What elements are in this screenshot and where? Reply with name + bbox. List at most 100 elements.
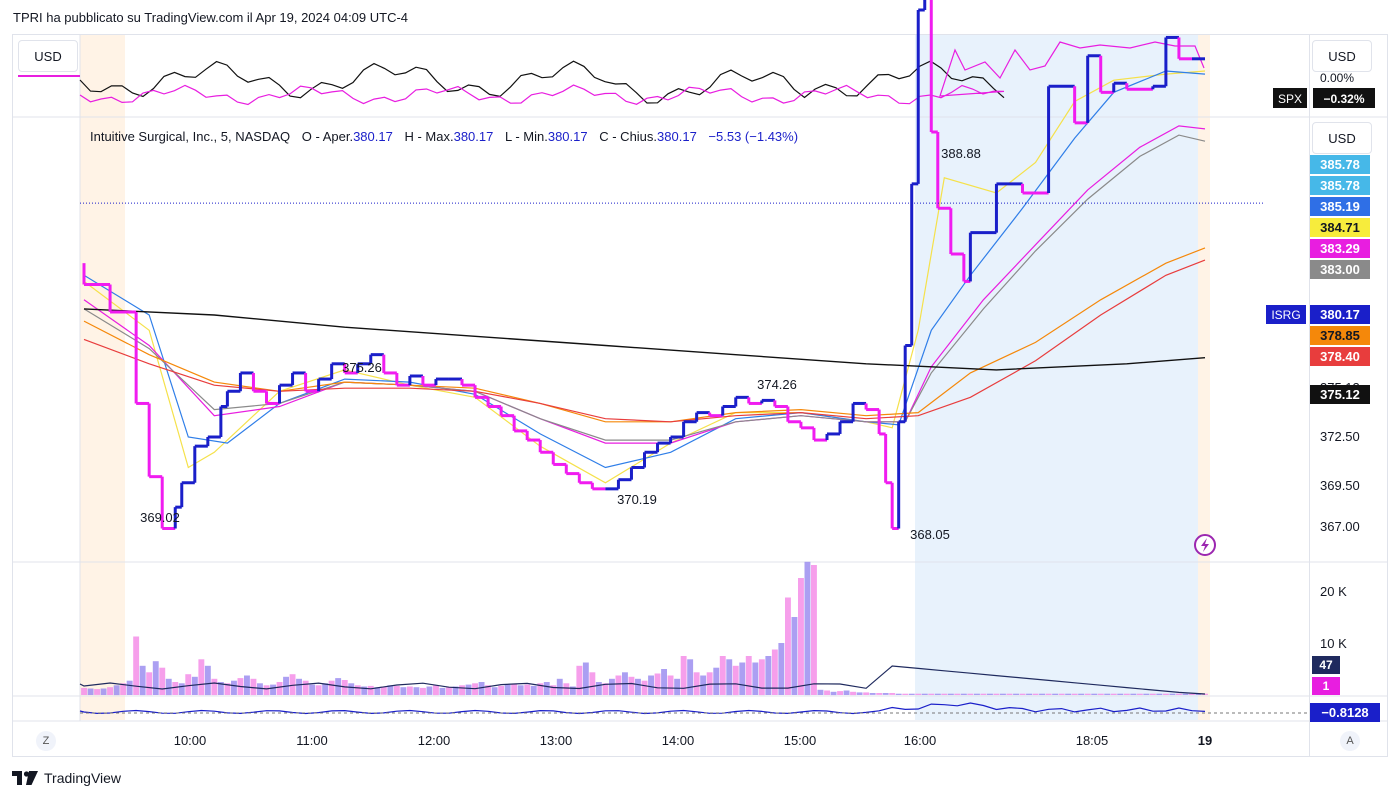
- volume-bar: [178, 683, 185, 695]
- volume-bar: [687, 659, 694, 696]
- time-axis-label: 13:00: [540, 733, 573, 748]
- legend-open: 380.17: [353, 129, 393, 144]
- price-label-box: [1310, 176, 1370, 195]
- moving-average-line-7: [83, 308, 1206, 371]
- price-label-value: 385.78: [1320, 157, 1360, 172]
- volume-bar: [876, 693, 883, 695]
- volume-bar: [387, 685, 394, 696]
- usd-button-top-right[interactable]: USD: [1312, 40, 1372, 72]
- volume-bar: [1149, 693, 1156, 695]
- volume-bar: [1026, 693, 1032, 695]
- legend-low-label: L - Min.: [505, 129, 548, 144]
- volume-bar: [1071, 693, 1078, 695]
- spx-symbol: SPX: [1278, 92, 1302, 106]
- volume-bar: [367, 685, 374, 695]
- volume-bar: [289, 674, 296, 695]
- legend-high-label: H - Max.: [404, 129, 453, 144]
- usd-button-top-left[interactable]: USD: [18, 40, 78, 72]
- volume-bar: [960, 693, 967, 695]
- volume-bar: [778, 643, 785, 695]
- volume-bar: [928, 693, 935, 695]
- volume-bar: [374, 687, 381, 695]
- usd-button-main[interactable]: USD: [1312, 122, 1372, 154]
- legend-low: 380.17: [548, 129, 588, 144]
- volume-bar: [152, 661, 159, 695]
- price-label-box: [1310, 155, 1370, 174]
- price-label-value: 385.19: [1320, 199, 1360, 214]
- legend-name: Intuitive Surgical, Inc., 5, NASDAQ: [90, 129, 290, 144]
- volume-bar: [328, 680, 335, 695]
- volume-bar: [94, 689, 100, 695]
- lightning-icon[interactable]: [1194, 534, 1216, 556]
- volume-bar: [302, 680, 309, 695]
- volume-bar: [348, 683, 355, 695]
- volume-bar: [1045, 693, 1052, 695]
- volume-bar: [719, 656, 726, 695]
- volume-bar: [426, 686, 433, 695]
- volume-average-line: [79, 665, 1206, 695]
- volume-bar: [739, 662, 746, 695]
- volume-bar: [1000, 693, 1006, 695]
- legend-close: 380.17: [657, 129, 697, 144]
- volume-bar: [530, 685, 537, 695]
- extreme-label-low: 369.02: [140, 510, 180, 525]
- extreme-label-low: 370.19: [617, 492, 657, 507]
- volume-bar: [1176, 693, 1182, 695]
- volume-bar: [628, 676, 635, 695]
- volume-bar: [589, 672, 596, 696]
- volume-bar: [159, 667, 166, 695]
- spx-cut-label: 0.00%: [1320, 71, 1354, 85]
- volume-bar: [837, 691, 843, 695]
- volume-bar: [595, 682, 602, 695]
- time-axis-label: 19: [1198, 733, 1212, 748]
- volume-bar: [413, 687, 420, 695]
- oscillator-label-value: −0.8128: [1321, 705, 1368, 720]
- volume-bar: [504, 684, 511, 695]
- volume-bar: [406, 686, 413, 695]
- extreme-label-high: 374.26: [757, 377, 797, 392]
- volume-bar: [1110, 693, 1117, 695]
- volume-bar: [569, 686, 576, 695]
- z-button[interactable]: Z: [36, 731, 56, 751]
- volume-bar: [139, 665, 146, 696]
- volume-bar: [843, 690, 850, 695]
- volume-bar: [439, 687, 446, 695]
- symbol-tag: ISRG: [1271, 308, 1300, 322]
- volume-bar: [511, 684, 518, 695]
- volume-bar: [785, 597, 791, 695]
- volume-bar: [257, 683, 263, 695]
- volume-bar: [524, 684, 531, 695]
- a-button[interactable]: A: [1340, 731, 1360, 751]
- spx-symbol-box: [1273, 88, 1307, 108]
- volume-bar: [172, 682, 179, 695]
- volume-bar: [1117, 693, 1124, 695]
- tradingview-footer: TradingView: [12, 770, 121, 786]
- spx-comparison-line: [79, 60, 1005, 104]
- volume-bar: [296, 678, 302, 696]
- time-axis-label: 11:00: [296, 733, 328, 748]
- volume-bar: [641, 680, 648, 695]
- volume-axis-label: 20 K: [1320, 584, 1347, 599]
- volume-bar: [726, 659, 733, 696]
- volume-bar: [817, 689, 824, 695]
- time-axis-label: 18:05: [1076, 733, 1109, 748]
- volume-bar: [380, 686, 387, 695]
- volume-bar: [537, 683, 544, 695]
- volume-bar: [921, 693, 928, 695]
- volume-bar: [1032, 693, 1039, 695]
- volume-bar: [1130, 693, 1137, 695]
- volume-bar: [361, 686, 368, 695]
- volume-bar: [87, 688, 94, 695]
- volume-bar: [165, 678, 172, 696]
- time-axis-label: 10:00: [174, 733, 207, 748]
- volume-bar: [217, 682, 224, 695]
- volume-bar: [902, 693, 909, 695]
- volume-bar: [315, 685, 322, 696]
- premarket-session-band: [80, 35, 125, 720]
- volume-label-box: [1312, 677, 1340, 695]
- volume-bar: [758, 659, 765, 696]
- price-label-value: 383.29: [1320, 241, 1360, 256]
- volume-bar: [498, 685, 505, 695]
- volume-bar: [1156, 693, 1163, 695]
